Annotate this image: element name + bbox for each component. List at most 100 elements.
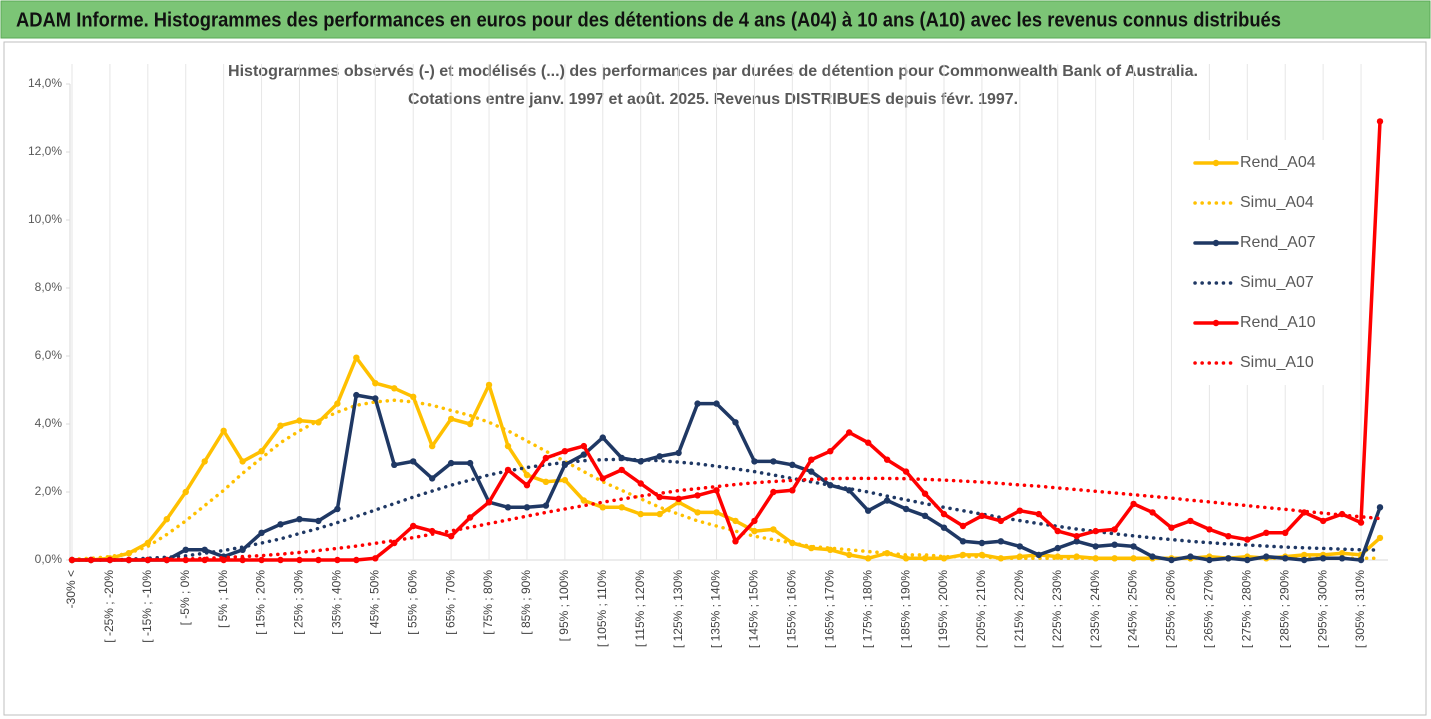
data-point bbox=[410, 458, 417, 465]
data-point bbox=[789, 461, 796, 468]
data-point bbox=[428, 442, 436, 450]
data-point bbox=[713, 487, 720, 494]
x-tick-label: [ 205% ; 210% bbox=[974, 570, 988, 648]
data-point bbox=[808, 456, 815, 463]
data-point bbox=[1206, 526, 1213, 533]
data-point bbox=[277, 521, 284, 528]
data-point bbox=[1130, 543, 1137, 550]
data-point bbox=[1300, 551, 1308, 559]
data-point bbox=[296, 556, 303, 564]
data-point bbox=[1092, 527, 1099, 535]
x-tick-label: [ 45% ; 50% bbox=[367, 570, 381, 635]
data-point bbox=[466, 459, 474, 467]
data-point bbox=[485, 381, 493, 389]
legend-marker bbox=[1212, 159, 1220, 167]
data-point bbox=[523, 482, 531, 489]
data-point bbox=[656, 453, 663, 460]
data-point bbox=[1282, 555, 1289, 562]
x-tick-label: [ 65% ; 70% bbox=[443, 570, 457, 635]
data-point bbox=[599, 434, 606, 441]
x-tick-label: [ 305% ; 310% bbox=[1353, 570, 1367, 648]
x-tick-label: [ 75% ; 80% bbox=[481, 570, 495, 635]
data-point bbox=[315, 556, 322, 564]
data-point bbox=[675, 495, 682, 502]
data-point bbox=[921, 490, 929, 497]
data-point bbox=[410, 522, 417, 530]
series-line bbox=[70, 476, 1382, 562]
data-point bbox=[1054, 527, 1061, 535]
plot bbox=[68, 118, 1384, 564]
data-point bbox=[258, 448, 265, 455]
data-point bbox=[334, 505, 341, 513]
data-point bbox=[258, 529, 265, 536]
data-point bbox=[808, 468, 815, 475]
data-point bbox=[391, 539, 398, 547]
data-point bbox=[391, 461, 398, 468]
data-point bbox=[694, 400, 701, 407]
data-point bbox=[902, 555, 910, 562]
data-point bbox=[599, 475, 606, 482]
x-tick-label: [ 155% ; 160% bbox=[785, 570, 799, 648]
data-point bbox=[277, 422, 284, 429]
data-point bbox=[504, 504, 512, 511]
data-point bbox=[997, 555, 1005, 562]
data-point bbox=[618, 466, 625, 474]
data-point bbox=[1111, 526, 1118, 533]
series-line bbox=[70, 393, 1382, 562]
data-point bbox=[789, 487, 796, 494]
x-tick-label: [ 95% ; 100% bbox=[557, 570, 571, 642]
data-point bbox=[561, 448, 569, 455]
data-point bbox=[87, 556, 95, 564]
data-point bbox=[883, 550, 891, 557]
data-point bbox=[656, 493, 663, 501]
x-tick-label: [ 235% ; 240% bbox=[1088, 570, 1102, 648]
x-tick-label: [ 245% ; 250% bbox=[1126, 570, 1140, 648]
x-tick-label: [ 135% ; 140% bbox=[709, 570, 723, 648]
y-tick-label: 0,0% bbox=[35, 552, 63, 566]
y-tick-label: 6,0% bbox=[35, 348, 63, 362]
data-point bbox=[372, 395, 379, 402]
data-point bbox=[1244, 536, 1251, 543]
x-tick-label: [ 85% ; 90% bbox=[519, 570, 533, 635]
data-point bbox=[106, 556, 114, 564]
legend-label: Rend_A07 bbox=[1240, 234, 1316, 251]
data-point bbox=[1187, 553, 1194, 560]
data-point bbox=[959, 538, 967, 545]
chart-subtitle: Cotations entre janv. 1997 et août. 2025… bbox=[408, 91, 1018, 108]
chart-frame bbox=[3, 41, 1427, 716]
x-tick-label: [ 215% ; 220% bbox=[1012, 570, 1026, 648]
data-point bbox=[372, 555, 379, 562]
legend-label: Rend_A10 bbox=[1240, 314, 1316, 331]
data-point bbox=[1263, 529, 1270, 536]
data-point bbox=[504, 466, 512, 474]
data-point bbox=[1073, 538, 1080, 545]
data-point bbox=[523, 504, 531, 511]
x-tick-label: [ -15% ; -10% bbox=[140, 570, 154, 643]
data-point bbox=[1016, 507, 1024, 514]
data-point bbox=[713, 509, 720, 516]
y-tick-label: 10,0% bbox=[28, 212, 62, 226]
data-point bbox=[334, 400, 341, 407]
data-point bbox=[1338, 555, 1346, 562]
data-point bbox=[372, 380, 379, 387]
data-point bbox=[864, 555, 872, 562]
data-point bbox=[428, 527, 436, 535]
data-point bbox=[315, 517, 322, 525]
x-tick-label: [ 275% ; 280% bbox=[1239, 570, 1253, 648]
data-point bbox=[182, 488, 189, 496]
data-point bbox=[485, 499, 493, 506]
x-tick-label: [ 195% ; 200% bbox=[936, 570, 950, 648]
data-point bbox=[1130, 500, 1137, 508]
data-point bbox=[1376, 118, 1384, 125]
data-point bbox=[353, 354, 360, 361]
data-point bbox=[902, 505, 910, 513]
data-point bbox=[883, 456, 891, 463]
data-point bbox=[751, 458, 758, 465]
x-tick-label: [ 265% ; 270% bbox=[1202, 570, 1216, 648]
data-point bbox=[1016, 543, 1024, 550]
data-point bbox=[466, 514, 474, 521]
data-point bbox=[353, 556, 360, 564]
data-point bbox=[239, 556, 246, 564]
data-point bbox=[713, 400, 720, 407]
grid: 0,0% 2,0% 4,0% 6,0% 8,0% 10,0% 12,0% 14,0% -30% … bbox=[28, 64, 1388, 648]
